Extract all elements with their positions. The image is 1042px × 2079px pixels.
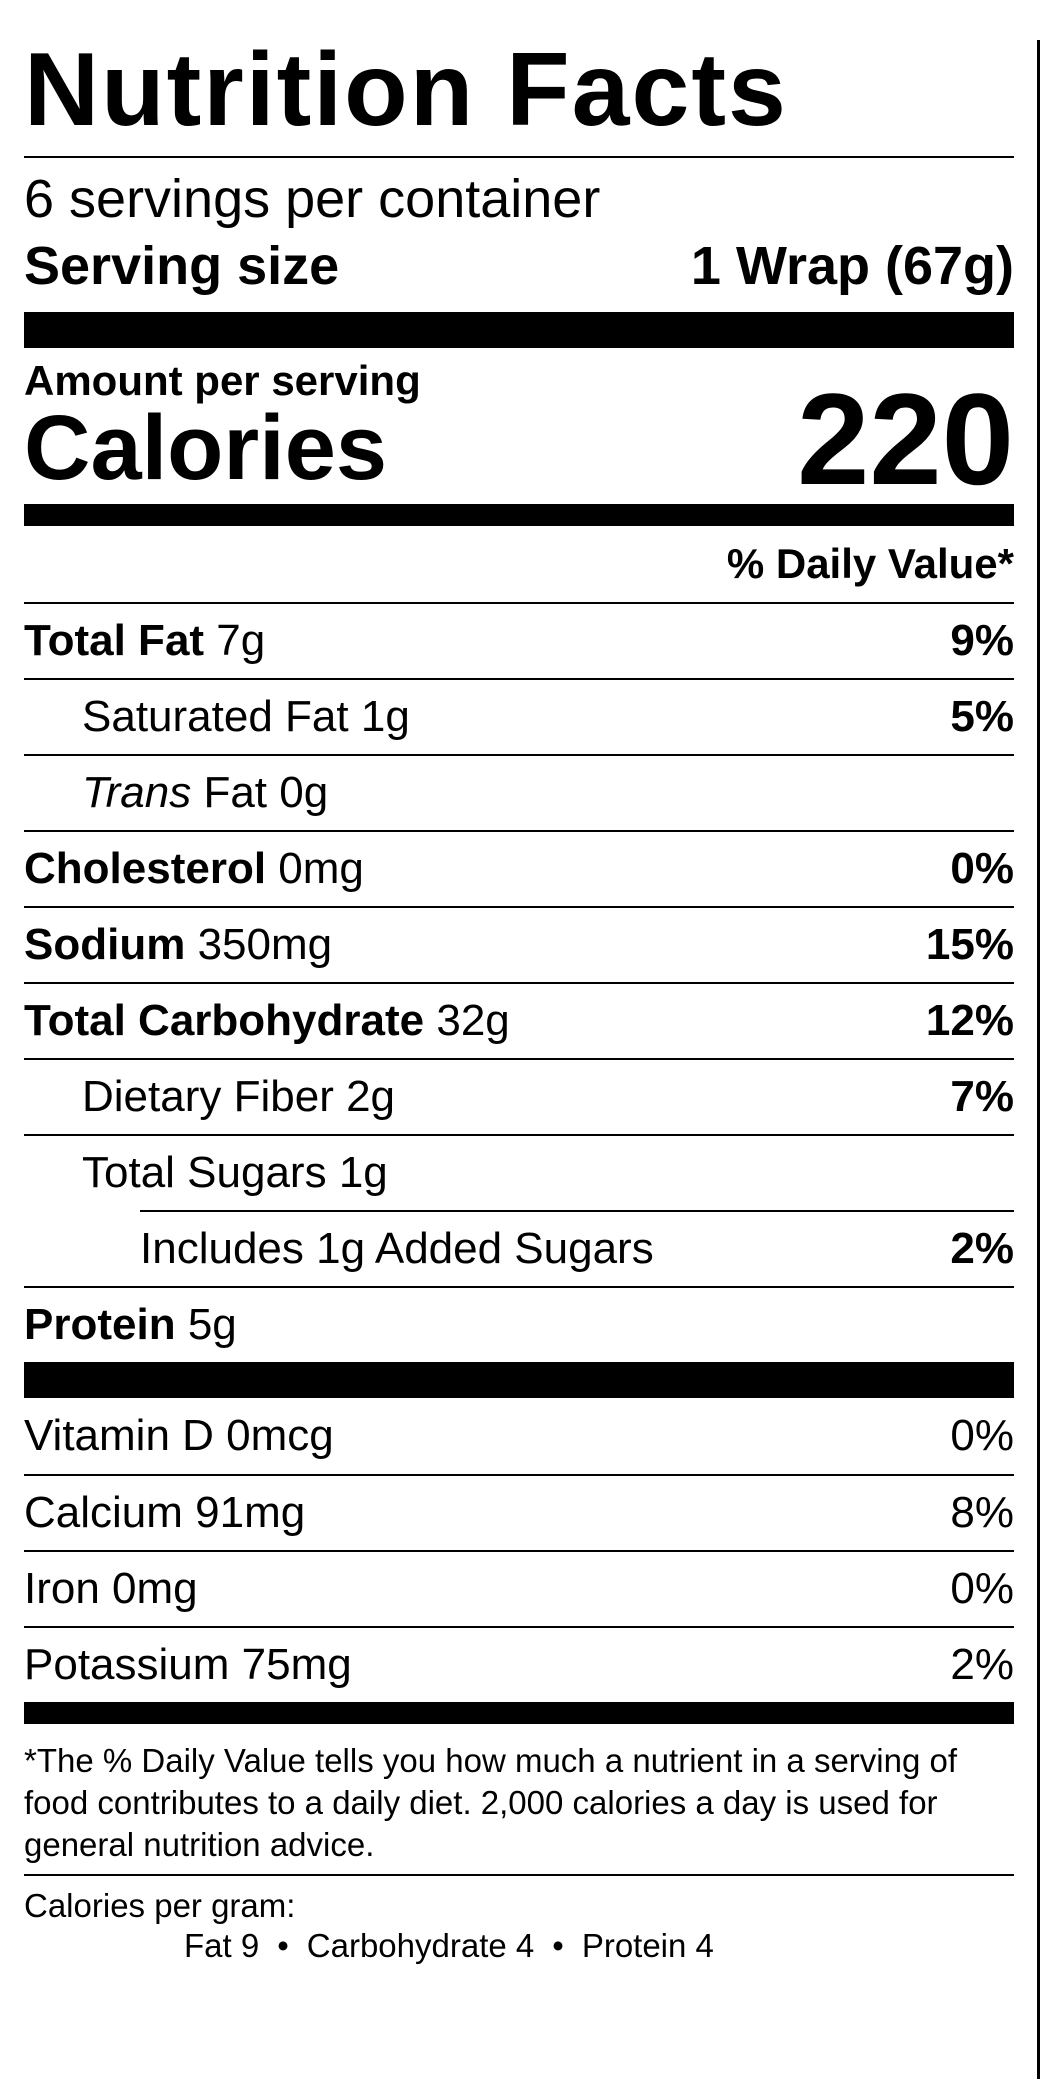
nutrient-name: Total Sugars bbox=[82, 1148, 327, 1197]
bullet-separator: • bbox=[552, 1927, 564, 1964]
serving-size-label: Serving size bbox=[24, 236, 340, 296]
serving-size-row: Serving size 1 Wrap (67g) bbox=[24, 230, 1014, 302]
nutrition-facts-label: Nutrition Facts 6 servings per container… bbox=[24, 38, 1014, 1966]
nutrient-row-dietary-fiber: Dietary Fiber 2g 7% bbox=[24, 1058, 1014, 1134]
nutrient-amount: 0g bbox=[279, 768, 329, 817]
nutrient-amount: 2g bbox=[346, 1072, 396, 1121]
nutrient-row-added-sugars: Includes 1g Added Sugars 2% bbox=[140, 1210, 1014, 1286]
calories-per-gram: Calories per gram: Fat 9 • Carbohydrate 4 •… bbox=[24, 1876, 1014, 1966]
vitamin-row-calcium: Calcium 91mg 8% bbox=[24, 1474, 1014, 1550]
daily-value-header: % Daily Value* bbox=[726, 540, 1014, 587]
cpg-carbohydrate: Carbohydrate 4 bbox=[306, 1927, 535, 1964]
nutrient-name: Protein bbox=[24, 1300, 176, 1349]
vitamin-row-iron: Iron 0mg 0% bbox=[24, 1550, 1014, 1626]
divider bbox=[24, 1874, 1014, 1876]
nutrient-dv: 15% bbox=[925, 920, 1014, 969]
nutrient-name: Sodium bbox=[24, 920, 186, 969]
nutrient-amount: 350mg bbox=[197, 920, 333, 969]
serving-size-value: 1 Wrap (67g) bbox=[690, 236, 1014, 296]
bullet-separator: • bbox=[277, 1927, 289, 1964]
nutrient-amount: 7g bbox=[216, 616, 266, 665]
nutrient-name-italic: Trans bbox=[82, 768, 192, 817]
nutrient-row-saturated-fat: Saturated Fat 1g 5% bbox=[24, 678, 1014, 754]
vitamin-label: Calcium 91mg bbox=[24, 1488, 306, 1537]
divider bbox=[24, 156, 1014, 158]
medium-divider bbox=[24, 1702, 1014, 1724]
medium-divider bbox=[24, 504, 1014, 526]
vitamin-label: Potassium 75mg bbox=[24, 1640, 352, 1689]
calories-per-gram-label: Calories per gram: bbox=[24, 1887, 296, 1924]
calories-row: Calories 220 bbox=[24, 374, 1014, 504]
calories-label: Calories bbox=[24, 397, 388, 499]
vitamin-label: Vitamin D 0mcg bbox=[24, 1411, 334, 1460]
amount-per-serving: Amount per serving bbox=[24, 357, 421, 404]
vitamin-dv: 2% bbox=[950, 1640, 1014, 1689]
nutrient-amount: 0mg bbox=[278, 844, 364, 893]
cpg-fat: Fat 9 bbox=[184, 1927, 260, 1964]
calories-per-gram-values: Fat 9 • Carbohydrate 4 • Protein 4 bbox=[24, 1926, 1014, 1966]
vitamin-row-vitamin-d: Vitamin D 0mcg 0% bbox=[24, 1398, 1014, 1474]
daily-value-footnote: *The % Daily Value tells you how much a … bbox=[24, 1742, 958, 1863]
nutrient-row-total-carbohydrate: Total Carbohydrate 32g 12% bbox=[24, 982, 1014, 1058]
cpg-protein: Protein 4 bbox=[581, 1927, 714, 1964]
nutrient-row-cholesterol: Cholesterol 0mg 0% bbox=[24, 830, 1014, 906]
nutrient-dv: 0% bbox=[950, 844, 1014, 893]
thick-divider bbox=[24, 1362, 1014, 1398]
nutrient-amount: 5g bbox=[187, 1300, 237, 1349]
nutrient-dv: 7% bbox=[950, 1072, 1014, 1121]
vitamin-dv: 0% bbox=[950, 1411, 1014, 1460]
calories-value: 220 bbox=[797, 366, 1014, 512]
thick-divider bbox=[24, 312, 1014, 348]
nutrient-name: Saturated Fat bbox=[82, 692, 349, 741]
nutrient-dv: 12% bbox=[925, 996, 1014, 1045]
servings-per-container: 6 servings per container bbox=[24, 169, 601, 229]
nutrient-amount: 1g bbox=[338, 1148, 388, 1197]
nutrient-name: Dietary Fiber bbox=[82, 1072, 334, 1121]
vitamin-dv: 0% bbox=[950, 1564, 1014, 1613]
nutrient-row-protein: Protein 5g bbox=[24, 1286, 1014, 1362]
nutrient-name: Cholesterol bbox=[24, 844, 267, 893]
nutrient-amount: 32g bbox=[436, 996, 510, 1045]
nutrient-name: Includes 1g Added Sugars bbox=[140, 1224, 654, 1273]
label-right-border bbox=[1037, 40, 1040, 2079]
vitamin-label: Iron 0mg bbox=[24, 1564, 198, 1613]
nutrient-name: Fat bbox=[203, 768, 268, 817]
nutrient-row-trans-fat: Trans Fat 0g bbox=[24, 754, 1014, 830]
nutrient-dv: 9% bbox=[950, 616, 1014, 665]
nutrient-name: Total Fat bbox=[24, 616, 205, 665]
nutrient-dv: 5% bbox=[950, 692, 1014, 741]
nutrient-row-sodium: Sodium 350mg 15% bbox=[24, 906, 1014, 982]
label-title: Nutrition Facts bbox=[24, 38, 788, 148]
nutrient-row-total-sugars: Total Sugars 1g bbox=[24, 1134, 1014, 1210]
vitamin-row-potassium: Potassium 75mg 2% bbox=[24, 1626, 1014, 1702]
nutrient-dv: 2% bbox=[950, 1224, 1014, 1273]
nutrient-name: Total Carbohydrate bbox=[24, 996, 425, 1045]
vitamin-dv: 8% bbox=[950, 1488, 1014, 1537]
nutrient-amount: 1g bbox=[360, 692, 410, 741]
nutrient-row-total-fat: Total Fat 7g 9% bbox=[24, 602, 1014, 678]
